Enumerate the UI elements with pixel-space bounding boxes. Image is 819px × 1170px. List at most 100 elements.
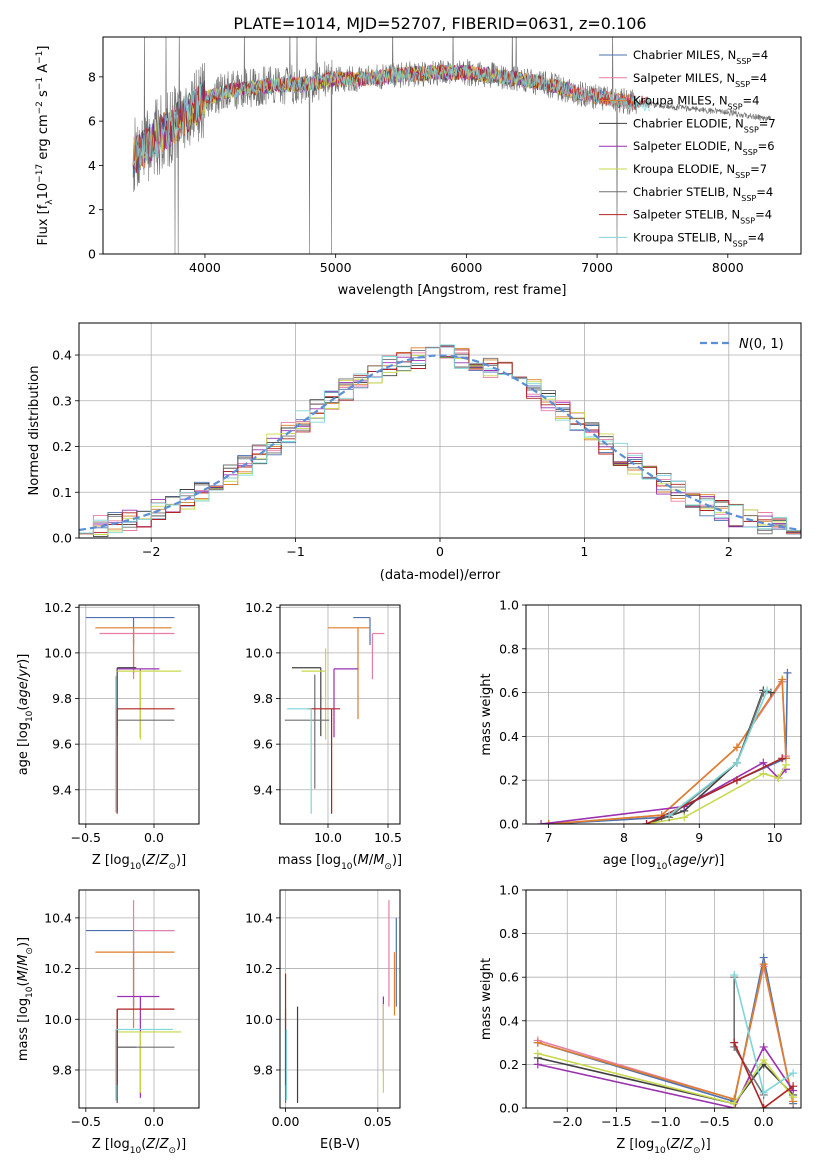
errorbar-point bbox=[85, 616, 175, 645]
errorbar-point bbox=[287, 708, 312, 814]
age-vs-Z-chart: −0.5 0.09.49.69.810.010.2Z [log10(Z/Z⊙)]a… bbox=[16, 600, 200, 872]
legend-sub: SSP bbox=[740, 216, 755, 225]
y-axis-label-part: λ bbox=[45, 199, 55, 205]
y-tick-label: 10.0 bbox=[245, 1012, 273, 1027]
x-axis-label-part: Z bbox=[145, 853, 156, 868]
weight-vs-age-plot-area bbox=[537, 668, 792, 824]
y-axis-label-part: / bbox=[16, 965, 31, 970]
weight-marker bbox=[783, 668, 792, 677]
mass-vs-EBV-plot-area bbox=[284, 900, 397, 1103]
weight-marker bbox=[789, 1069, 798, 1078]
x-axis-label-part: ⊙ bbox=[168, 862, 176, 872]
legend-name: Chabrier ELODIE, N bbox=[633, 116, 744, 130]
weight-line-kroupa-elodie bbox=[537, 1052, 794, 1105]
y-tick-label: 10.2 bbox=[245, 961, 273, 976]
errorbar-point bbox=[307, 708, 340, 814]
age-vs-Z-plot-area bbox=[85, 616, 182, 814]
y-tick-label: 0.2 bbox=[499, 1057, 519, 1072]
weight-marker bbox=[730, 971, 739, 980]
x-axis-label-part: Z [log bbox=[616, 1137, 654, 1152]
x-tick-label: 7000 bbox=[581, 260, 613, 275]
legend-item: Salpeter STELIB, NSSP=4 bbox=[599, 208, 772, 226]
x-tick-label: −2 bbox=[142, 544, 160, 559]
x-axis-label-part: / bbox=[697, 853, 702, 868]
weight-marker bbox=[778, 754, 787, 763]
weight-marker bbox=[665, 811, 674, 820]
legend-count: =4 bbox=[755, 208, 772, 222]
axes-frame bbox=[525, 889, 802, 1109]
weight-marker bbox=[789, 1082, 798, 1091]
axes-frame bbox=[525, 604, 802, 825]
legend-sub: SSP bbox=[744, 125, 759, 134]
x-tick-label: −1.0 bbox=[650, 1114, 680, 1129]
legend-label: Chabrier ELODIE, NSSP=7 bbox=[633, 116, 776, 133]
errorbar-point bbox=[328, 627, 370, 720]
x-axis-label-part: / bbox=[155, 1137, 160, 1152]
x-axis-label-part: yr bbox=[700, 853, 716, 868]
y-tick-label: 6 bbox=[88, 114, 96, 129]
y-tick-label: 8 bbox=[88, 69, 96, 84]
x-tick-label: 10 bbox=[767, 830, 783, 845]
x-tick-label: 8 bbox=[620, 830, 628, 845]
x-tick-label: −1.5 bbox=[601, 1114, 631, 1129]
errorbar-point bbox=[99, 632, 175, 680]
y-axis-label-part: 10 bbox=[36, 183, 51, 200]
x-tick-label: 5000 bbox=[320, 260, 352, 275]
x-axis-label-part: Z bbox=[159, 1137, 170, 1152]
legend-item: Kroupa MILES, NSSP=4 bbox=[599, 94, 759, 111]
x-axis-label-part: / bbox=[369, 853, 374, 868]
legend-label: Salpeter STELIB, NSSP=4 bbox=[633, 208, 772, 226]
legend-label: Salpeter ELODIE, NSSP=6 bbox=[633, 139, 775, 157]
x-axis-label: mass [log10(M/M⊙)] bbox=[278, 853, 402, 872]
weight-marker bbox=[774, 774, 783, 783]
axes-frame bbox=[279, 889, 401, 1109]
figure-title: PLATE=1014, MJD=52707, FIBERID=0631, z=0… bbox=[233, 14, 646, 33]
y-tick-label: 9.4 bbox=[253, 782, 273, 797]
legend-name: Chabrier STELIB, N bbox=[633, 185, 741, 199]
weight-marker bbox=[759, 769, 768, 778]
y-tick-label: 10.2 bbox=[44, 961, 72, 976]
legend-label: Chabrier STELIB, NSSP=4 bbox=[633, 185, 773, 203]
x-axis-label-part: ( bbox=[666, 1137, 671, 1152]
y-tick-label: 10.0 bbox=[44, 1012, 72, 1027]
y-axis-label-part: yr bbox=[16, 662, 31, 678]
legend-item: Salpeter MILES, NSSP=4 bbox=[599, 71, 767, 88]
x-axis-label-part: 10 bbox=[341, 862, 353, 872]
weight-marker bbox=[680, 813, 689, 822]
legend-sub: SSP bbox=[743, 148, 758, 157]
legend-item: Chabrier MILES, NSSP=4 bbox=[599, 48, 768, 66]
y-tick-label: 1.0 bbox=[499, 598, 519, 613]
x-axis-label: Z [log10(Z/Z⊙)] bbox=[92, 853, 186, 872]
x-tick-label: 0.0 bbox=[144, 1114, 164, 1129]
errorbar-point bbox=[371, 632, 385, 680]
legend-name: Salpeter MILES, N bbox=[633, 71, 735, 85]
errorbar-point bbox=[353, 616, 371, 645]
legend-name: Kroupa ELODIE, N bbox=[633, 162, 735, 176]
mass-vs-Z-chart: −0.5 0.09.810.010.210.4Z [log10(Z/Z⊙)]mas… bbox=[16, 889, 200, 1156]
legend-symbol: N bbox=[739, 337, 749, 352]
observed-spectrum-line bbox=[132, 37, 771, 254]
x-tick-label: 0.00 bbox=[272, 1114, 300, 1129]
x-axis-label-part: Z bbox=[145, 1137, 156, 1152]
legend-sub: SSP bbox=[735, 171, 750, 180]
legend-count: =7 bbox=[750, 162, 767, 176]
y-axis-label-part: −2 bbox=[35, 101, 45, 114]
y-tick-label: 10.0 bbox=[245, 645, 273, 660]
y-tick-label: 0.8 bbox=[499, 926, 519, 941]
y-tick-label: 0.8 bbox=[499, 641, 519, 656]
x-axis-label-part: 10 bbox=[130, 862, 142, 872]
errorbar-point bbox=[117, 670, 182, 740]
y-axis-label-part: age [log bbox=[16, 722, 31, 775]
y-axis-label-part: age bbox=[16, 681, 31, 705]
y-tick-label: 10.0 bbox=[44, 645, 72, 660]
legend-count: =7 bbox=[759, 116, 776, 130]
x-axis-label: E(B-V) bbox=[320, 1137, 360, 1152]
x-axis-label-part: 10 bbox=[130, 1146, 142, 1156]
errorbar-point bbox=[301, 648, 327, 740]
legend-count: =4 bbox=[748, 230, 765, 244]
weight-marker bbox=[759, 1088, 768, 1097]
model-line-kroupa-elodie bbox=[132, 64, 572, 168]
y-axis-label: mass weight bbox=[479, 673, 494, 755]
weight-vs-Z-plot-area bbox=[533, 953, 798, 1108]
x-axis-label: age [log10(age/yr)] bbox=[603, 853, 725, 872]
